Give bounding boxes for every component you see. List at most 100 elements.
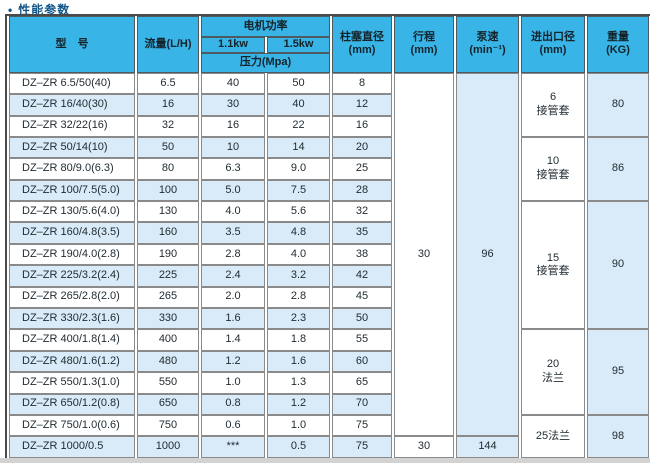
spec-table: 型 号 流量(L/H) 电机功率 柱塞直径 (mm) 行程 (mm) 泵速 (m… [5,14,650,460]
flow-cell: 265 [137,286,199,309]
flow-cell: 480 [137,350,199,373]
table-row: DZ–ZR 400/1.8(1.4) 400 1.4 1.8 55 20 法兰 … [9,329,649,415]
table-row: DZ–ZR 750/1.0(0.6) 750 0.6 1.0 75 25法兰 9… [9,415,649,458]
weight-group-cell: 95 [587,329,649,415]
power15-cell: 3.2 [267,265,330,287]
plunger-cell: 42 [332,265,392,287]
model-cell: DZ–ZR 80/9.0(6.3) [9,158,135,180]
weight-group-cell: 80 [587,72,649,137]
flow-cell: 400 [137,329,199,351]
header-port: 进出口径 (mm) [521,16,585,73]
power11-cell: 2.8 [201,243,265,266]
power15-cell: 1.3 [267,372,330,394]
power11-cell: 40 [201,72,265,95]
flow-cell: 750 [137,415,199,437]
port-group-cell: 15 接管套 [521,201,585,330]
plunger-cell: 8 [332,72,392,95]
table-row: DZ–ZR 32/22(16) 32 16 22 16 [9,115,649,137]
power15-cell: 1.2 [267,393,330,415]
table-row: DZ–ZR 330/2.3(1.6) 330 1.6 2.3 50 [9,308,649,330]
model-cell: DZ–ZR 750/1.0(0.6) [9,415,135,437]
power15-cell: 1.6 [267,350,330,373]
power11-cell: 10 [201,136,265,159]
power11-cell: 1.4 [201,329,265,351]
power11-cell: 2.4 [201,265,265,287]
flow-cell: 225 [137,265,199,287]
model-cell: DZ–ZR 130/5.6(4.0) [9,201,135,223]
table-row: DZ–ZR 6.5/50(40) 6.5 40 50 8 30 96 6 接管套… [9,72,649,437]
header-pressure: 压力(Mpa) [201,52,330,73]
power11-cell: *** [201,436,265,458]
power15-cell: 22 [267,115,330,137]
header-model: 型 号 [9,16,135,73]
plunger-cell: 75 [332,415,392,437]
power11-cell: 0.8 [201,393,265,415]
table-row: DZ–ZR 650/1.2(0.8) 650 0.8 1.2 70 [9,393,649,415]
plunger-cell: 32 [332,201,392,223]
power15-cell: 1.8 [267,329,330,351]
power11-cell: 16 [201,115,265,137]
port-group-cell: 6 接管套 [521,72,585,137]
table-row: DZ–ZR 190/4.0(2.8) 190 2.8 4.0 38 [9,243,649,266]
model-cell: DZ–ZR 100/7.5(5.0) [9,179,135,202]
power15-cell: 14 [267,136,330,159]
flow-cell: 130 [137,201,199,223]
power11-cell: 5.0 [201,179,265,202]
bullet-icon: • [8,2,13,17]
power11-cell: 1.6 [201,308,265,330]
header-kw11: 1.1kw [201,37,265,53]
flow-cell: 16 [137,94,199,116]
power15-cell: 9.0 [267,158,330,180]
power15-cell: 4.8 [267,222,330,244]
weight-group-cell: 98 [587,415,649,458]
flow-cell: 32 [137,115,199,137]
power11-cell: 4.0 [201,201,265,223]
flow-cell: 6.5 [137,72,199,95]
flow-cell: 100 [137,179,199,202]
plunger-cell: 25 [332,158,392,180]
model-cell: DZ–ZR 225/3.2(2.4) [9,265,135,287]
power15-cell: 4.0 [267,243,330,266]
power15-cell: 0.5 [267,436,330,458]
flow-cell: 80 [137,158,199,180]
power11-cell: 2.0 [201,286,265,309]
model-cell: DZ–ZR 32/22(16) [9,115,135,137]
table-row: DZ–ZR 80/9.0(6.3) 80 6.3 9.0 25 [9,158,649,180]
power11-cell: 30 [201,94,265,116]
model-cell: DZ–ZR 190/4.0(2.8) [9,243,135,266]
table-row: DZ–ZR 480/1.6(1.2) 480 1.2 1.6 60 [9,350,649,373]
power15-cell: 50 [267,72,330,95]
power15-cell: 2.8 [267,286,330,309]
speed-last-cell: 144 [456,436,519,458]
header-stroke: 行程 (mm) [394,16,454,73]
plunger-cell: 65 [332,372,392,394]
stroke-last-cell: 30 [394,436,454,458]
table-row: DZ–ZR 100/7.5(5.0) 100 5.0 7.5 28 [9,179,649,202]
port-group-cell: 20 法兰 [521,329,585,415]
plunger-cell: 38 [332,243,392,266]
plunger-cell: 16 [332,115,392,137]
power11-cell: 3.5 [201,222,265,244]
weight-group-cell: 90 [587,201,649,330]
model-cell: DZ–ZR 6.5/50(40) [9,72,135,95]
model-cell: DZ–ZR 16/40(30) [9,94,135,116]
power11-cell: 0.6 [201,415,265,437]
section-title: • 性能参数 [8,1,70,18]
model-cell: DZ–ZR 330/2.3(1.6) [9,308,135,330]
section-title-text: 性能参数 [18,3,71,17]
model-cell: DZ–ZR 650/1.2(0.8) [9,393,135,415]
plunger-cell: 55 [332,329,392,351]
flow-cell: 650 [137,393,199,415]
table-row: DZ–ZR 550/1.3(1.0) 550 1.0 1.3 65 [9,372,649,394]
table-row: DZ–ZR 130/5.6(4.0) 130 4.0 5.6 32 15 接管套… [9,201,649,330]
table-row: DZ–ZR 265/2.8(2.0) 265 2.0 2.8 45 [9,286,649,309]
model-cell: DZ–ZR 550/1.3(1.0) [9,372,135,394]
flow-cell: 330 [137,308,199,330]
power11-cell: 1.2 [201,350,265,373]
power11-cell: 1.0 [201,372,265,394]
flow-cell: 190 [137,243,199,266]
plunger-cell: 35 [332,222,392,244]
plunger-cell: 28 [332,179,392,202]
table-row: DZ–ZR 1000/0.5 1000 *** 0.5 75 30 144 [9,436,649,458]
power15-cell: 5.6 [267,201,330,223]
